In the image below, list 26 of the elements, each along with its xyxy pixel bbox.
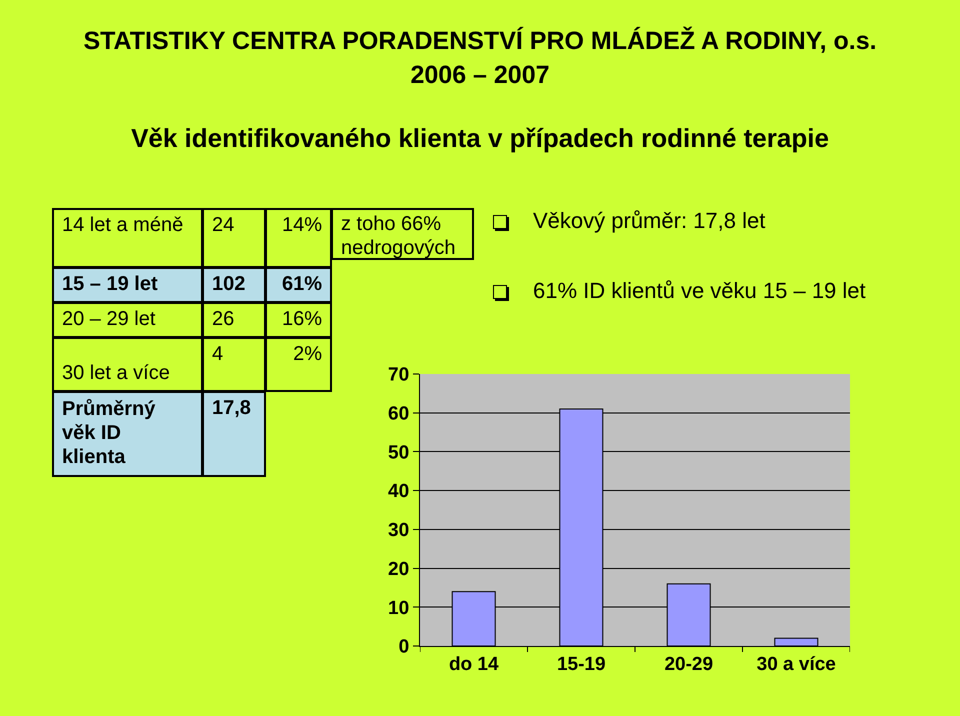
table-cell: 2% — [265, 337, 332, 392]
table-cell: z toho 66% nedrogových — [331, 208, 474, 260]
y-tick-label: 30 — [388, 520, 410, 542]
chart-subtitle: Věk identifikovaného klienta v případech rodinné terapie — [130, 122, 830, 154]
y-tick-label: 10 — [388, 598, 410, 619]
y-tick-label: 60 — [388, 404, 410, 425]
text: 61% ID klientů ve věku 15 – 19 let — [533, 278, 866, 304]
y-tick-label: 20 — [388, 558, 410, 580]
table-cell: 17,8 — [202, 391, 266, 477]
table-cell: 16% — [265, 302, 332, 338]
x-tick-label: 15-19 — [556, 654, 606, 675]
x-tick-label: 20-29 — [664, 654, 714, 675]
table-cell: 20 – 29 let — [52, 302, 203, 338]
chart-title: STATISTIKY CENTRA PORADENSTVÍ PRO MLÁDEŽ A RODINY, o.s. 2006 – 2007 — [82, 26, 878, 91]
y-tick-label: 50 — [388, 442, 410, 464]
y-tick-label: 0 — [398, 636, 410, 658]
x-tick-label: do 14 — [448, 654, 499, 675]
text: Věkový průměr: 17,8 let — [533, 208, 766, 234]
y-tick-label: 70 — [388, 364, 410, 386]
table-cell: Průměrný věk ID klienta — [52, 391, 203, 477]
y-tick-label: 40 — [388, 481, 410, 502]
table-cell: 61% — [265, 267, 332, 303]
table-cell: 26 — [202, 302, 266, 338]
table-cell: 15 – 19 let — [52, 267, 203, 303]
table-cell: 102 — [202, 267, 266, 303]
x-tick-label: 30 a více — [756, 654, 836, 675]
